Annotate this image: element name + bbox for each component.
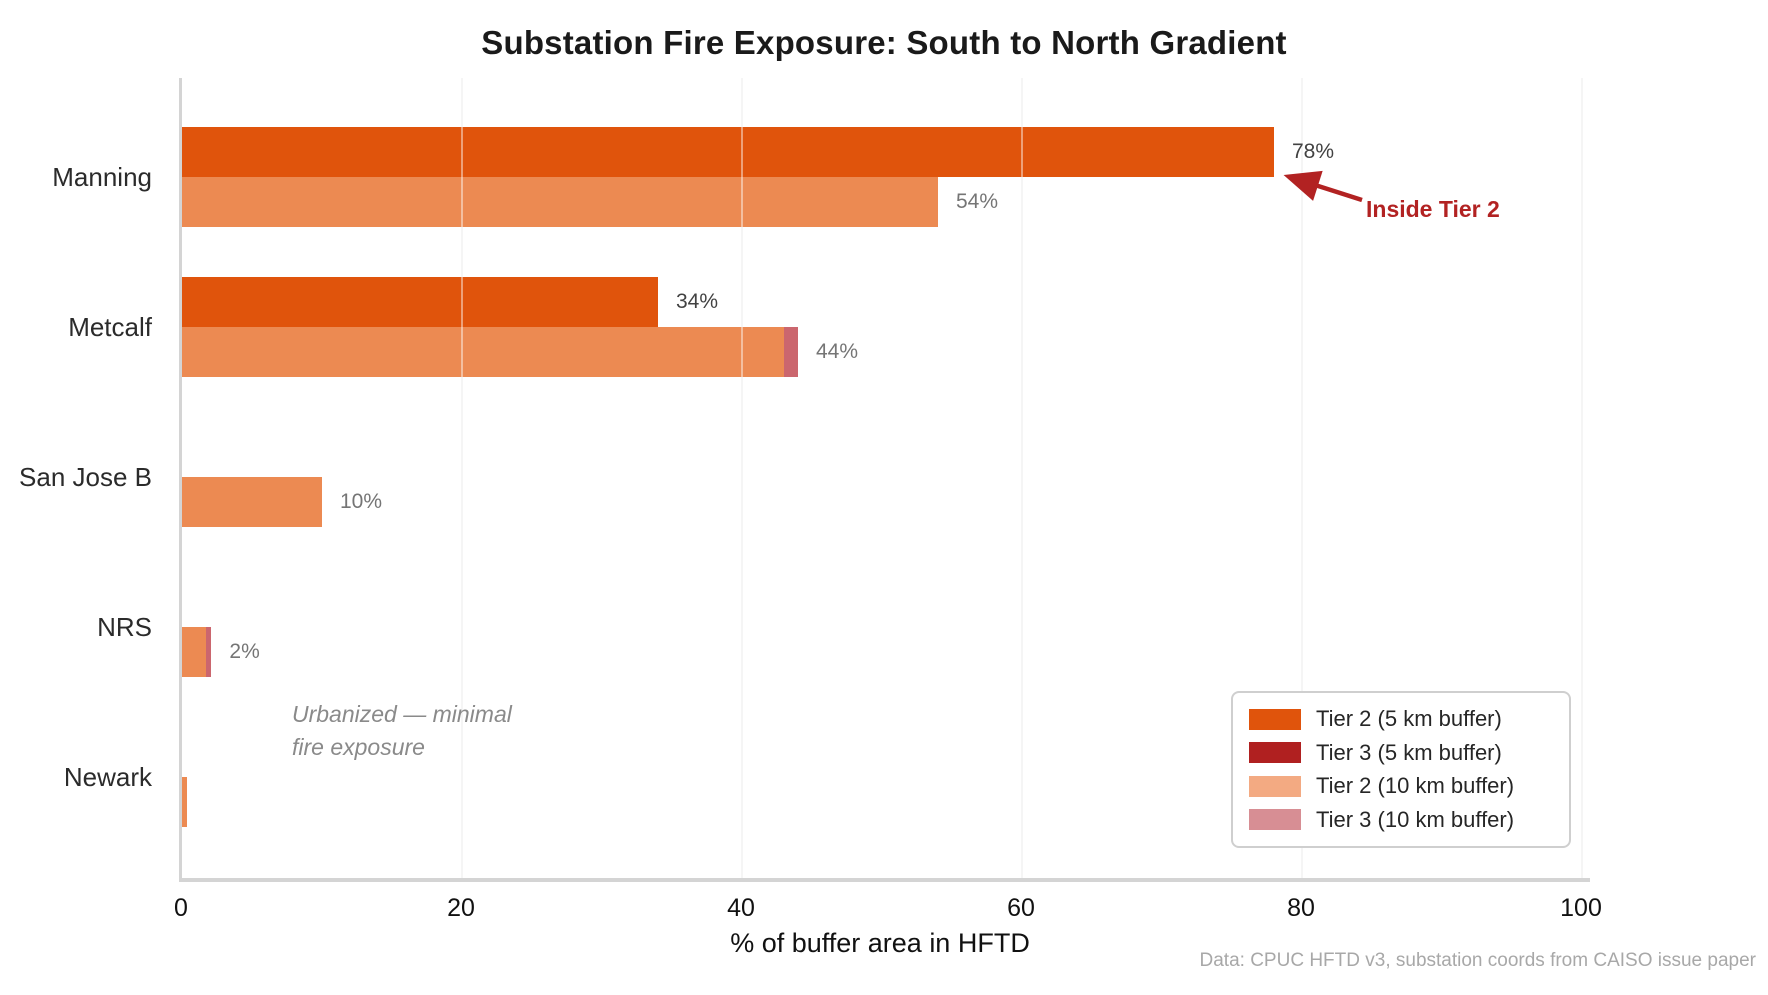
bar-value-label: 54% [956,190,999,213]
gridline-overlay [741,78,743,879]
legend-swatch-tier3-10km-icon [1249,809,1301,831]
annotation-urbanized-line2: fire exposure [292,734,425,760]
category-label: Newark [63,762,152,792]
x-tick-label: 60 [1007,894,1035,922]
bar-segment-tier3 [205,627,212,677]
gridline-overlay [1581,78,1583,879]
x-tick-label: 80 [1287,894,1315,922]
legend-label-tier3-5km: Tier 3 (5 km buffer) [1316,739,1502,765]
legend-row-tier3-10km: Tier 3 (10 km buffer) [1249,804,1553,836]
x-axis-title: % of buffer area in HFTD [730,928,1030,958]
category-label: NRS [97,612,152,642]
bar-value-label: 44% [816,340,859,363]
bar-value-label: 78% [1292,140,1335,163]
bar [182,177,938,227]
bar [182,477,322,527]
bar-segment-tier2 [182,177,938,227]
gridline [461,78,463,879]
legend-label-tier3-10km: Tier 3 (10 km buffer) [1316,806,1515,832]
legend-row-tier3-5km: Tier 3 (5 km buffer) [1249,737,1553,769]
gridline [1581,78,1583,879]
bar-segment-tier2 [182,327,784,377]
bar-segment-tier3 [784,327,798,377]
x-tick-label: 20 [447,894,475,922]
legend-swatch-tier3-5km-icon [1249,742,1301,764]
gridline-overlay [1021,78,1023,879]
x-tick-label: 0 [174,894,188,922]
bar-segment-tier2 [182,627,206,677]
annotation-urbanized-line1: Urbanized — minimal [292,701,512,727]
gridline-overlay [461,78,463,879]
gridline-overlay [1301,78,1303,879]
annotation-urbanized: Urbanized — minimal fire exposure [292,698,512,764]
legend-row-tier2-10km: Tier 2 (10 km buffer) [1249,770,1553,802]
bar [182,127,1274,177]
legend-swatch-tier2-10km-icon [1249,775,1301,797]
bar-segment-tier2 [182,277,658,327]
x-tick-label: 100 [1560,894,1602,922]
legend-swatch-tier2-5km-icon [1249,708,1301,730]
legend-row-tier2-5km: Tier 2 (5 km buffer) [1249,703,1553,735]
gridline [1021,78,1023,879]
x-tick-label: 40 [727,894,755,922]
bar-value-label: 2% [229,640,260,663]
legend: Tier 2 (5 km buffer) Tier 3 (5 km buffer… [1231,691,1571,848]
bar-segment-tier2 [182,777,187,827]
gridline [741,78,743,879]
gridline [1301,78,1303,879]
source-note: Data: CPUC HFTD v3, substation coords fr… [1199,950,1756,971]
bar [182,277,658,327]
bar-segment-tier2 [182,477,322,527]
category-label: San Jose B [19,462,152,492]
legend-label-tier2-10km: Tier 2 (10 km buffer) [1316,773,1515,799]
chart-title: Substation Fire Exposure: South to North… [481,24,1287,61]
category-label: Manning [52,162,152,192]
x-axis-line [179,878,1590,882]
bar-value-label: 34% [676,290,719,313]
bar [182,777,187,827]
bar-value-label: 10% [340,490,383,513]
annotation-inside-tier2: Inside Tier 2 [1366,196,1500,222]
bar-segment-tier2 [182,127,1274,177]
bar [182,627,212,677]
y-axis-line [179,78,182,881]
legend-label-tier2-5km: Tier 2 (5 km buffer) [1316,706,1502,731]
category-label: Metcalf [68,312,152,342]
bar [182,327,798,377]
